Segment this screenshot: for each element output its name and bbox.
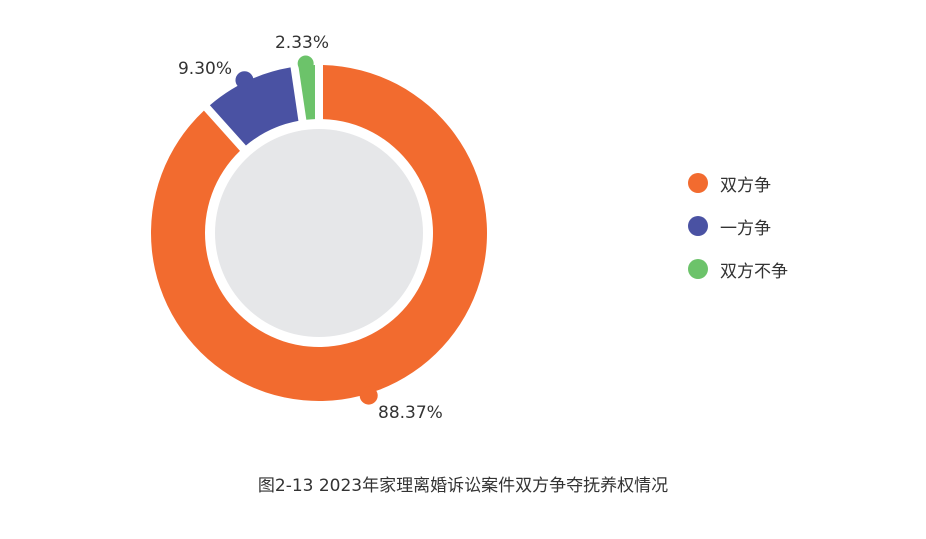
legend-label-both-contest: 双方争	[720, 175, 771, 196]
slice-both-contest	[150, 65, 487, 401]
donut-slices	[150, 55, 487, 405]
chart-caption: 图2-13 2023年家理离婚诉讼案件双方争夺抚养权情况	[257, 476, 669, 496]
data-label-neither-contest: 2.33%	[275, 33, 329, 53]
legend: 双方争 一方争 双方不争	[688, 172, 788, 282]
data-labels: 88.37% 9.30% 2.33%	[178, 33, 443, 423]
legend-swatch-one-contest	[688, 216, 708, 236]
slice-both-contest-marker	[359, 386, 378, 405]
legend-swatch-neither-contest	[688, 259, 708, 279]
legend-item-neither-contest: 双方不争	[688, 258, 788, 282]
legend-swatch-both-contest	[688, 173, 708, 193]
data-label-one-contest: 9.30%	[178, 59, 232, 79]
legend-item-one-contest: 一方争	[688, 215, 788, 239]
slice-one-contest	[209, 67, 299, 146]
slice-neither-contest	[298, 65, 316, 120]
donut-center-disc	[215, 129, 423, 337]
legend-label-neither-contest: 双方不争	[720, 261, 788, 282]
legend-item-both-contest: 双方争	[688, 172, 788, 196]
slice-neither-contest-marker	[297, 55, 314, 72]
data-label-both-contest: 88.37%	[378, 403, 443, 423]
slice-one-contest-marker	[235, 71, 254, 90]
legend-label-one-contest: 一方争	[720, 218, 771, 239]
